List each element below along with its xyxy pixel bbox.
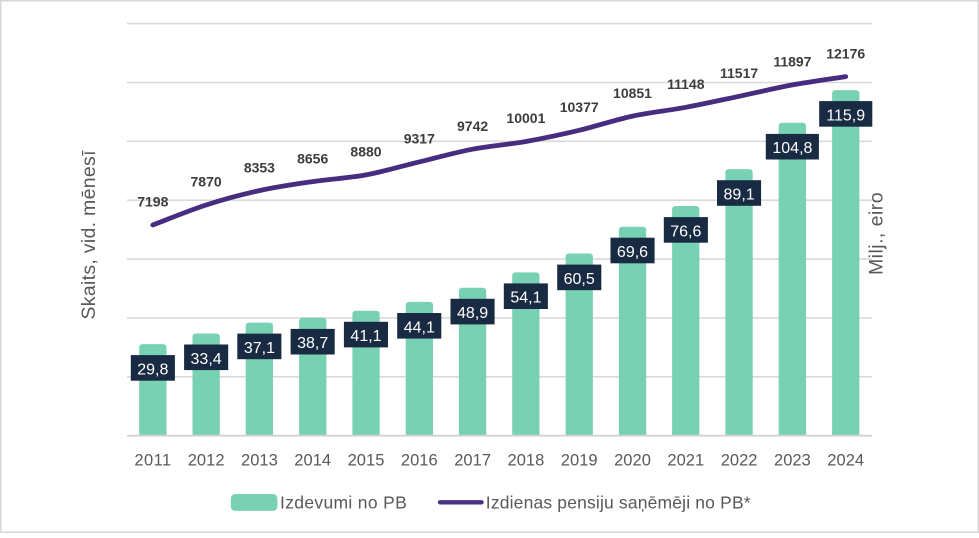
svg-text:2015: 2015	[348, 452, 385, 470]
svg-text:2011: 2011	[134, 452, 171, 470]
svg-text:2023: 2023	[774, 452, 811, 470]
svg-text:11517: 11517	[720, 65, 758, 81]
svg-text:48,9: 48,9	[457, 305, 488, 322]
svg-text:8880: 8880	[350, 144, 381, 160]
svg-text:38,7: 38,7	[297, 335, 328, 352]
svg-text:11148: 11148	[667, 76, 705, 92]
svg-text:Izdevumi no PB: Izdevumi no PB	[280, 492, 407, 512]
svg-text:2016: 2016	[401, 452, 438, 470]
svg-text:2024: 2024	[827, 452, 864, 470]
svg-text:2020: 2020	[614, 452, 651, 470]
svg-text:8656: 8656	[297, 150, 328, 166]
svg-text:115,9: 115,9	[826, 107, 865, 124]
svg-text:54,1: 54,1	[510, 290, 541, 307]
svg-text:2017: 2017	[454, 452, 491, 470]
svg-text:10001: 10001	[506, 110, 545, 126]
svg-text:104,8: 104,8	[772, 140, 812, 157]
svg-text:7198: 7198	[137, 194, 168, 210]
svg-text:Izdienas pensiju saņēmēji no P: Izdienas pensiju saņēmēji no PB*	[486, 492, 751, 512]
svg-text:37,1: 37,1	[244, 340, 275, 357]
svg-text:76,6: 76,6	[670, 223, 701, 240]
svg-text:8353: 8353	[244, 159, 275, 175]
svg-text:10377: 10377	[560, 99, 599, 115]
svg-text:2022: 2022	[721, 452, 758, 470]
svg-text:2019: 2019	[561, 452, 598, 470]
svg-text:Skaits, vid. mēnesī: Skaits, vid. mēnesī	[78, 150, 100, 320]
svg-text:41,1: 41,1	[350, 328, 381, 345]
svg-text:9742: 9742	[457, 118, 488, 134]
svg-text:9317: 9317	[404, 131, 435, 147]
svg-text:2013: 2013	[241, 452, 278, 470]
svg-text:2014: 2014	[294, 452, 331, 470]
svg-text:10851: 10851	[613, 85, 652, 101]
svg-text:2012: 2012	[188, 452, 225, 470]
svg-text:29,8: 29,8	[137, 361, 168, 378]
svg-text:69,6: 69,6	[617, 244, 648, 261]
svg-text:2018: 2018	[508, 452, 545, 470]
svg-text:60,5: 60,5	[564, 271, 595, 288]
svg-text:11897: 11897	[773, 54, 811, 70]
svg-text:33,4: 33,4	[191, 351, 222, 368]
svg-text:Milj., eiro: Milj., eiro	[866, 192, 888, 275]
svg-text:44,1: 44,1	[404, 319, 435, 336]
svg-text:89,1: 89,1	[724, 187, 755, 204]
svg-text:7870: 7870	[191, 174, 222, 190]
svg-text:12176: 12176	[826, 45, 865, 61]
svg-text:2021: 2021	[667, 452, 704, 470]
